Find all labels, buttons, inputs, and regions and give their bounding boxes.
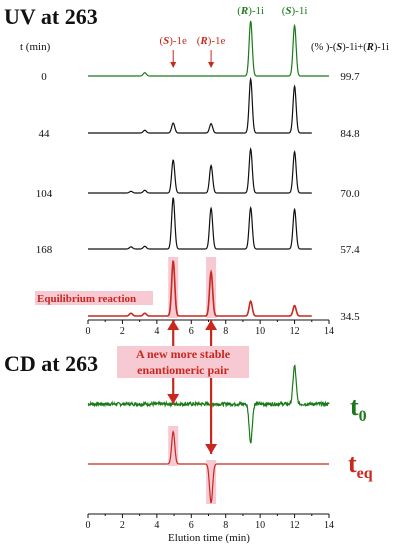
big-arrowhead: [167, 394, 180, 404]
percent-value: 70.0: [340, 188, 360, 200]
percent-column-label: (% )-(S)-1i+(R)-1i: [311, 42, 389, 53]
uv-trace-0: [88, 20, 329, 77]
axis-layer: 0 2 4 6 8 10 12 14 0 2 4 6 8 10 12 14: [86, 319, 334, 531]
x-tick-label: 10: [255, 520, 265, 531]
big-arrowhead: [205, 444, 218, 454]
percent-value: 34.5: [340, 311, 360, 323]
x-tick-label: 10: [255, 326, 265, 337]
uv-trace-1: [88, 76, 312, 134]
x-tick-label: 0: [86, 326, 91, 337]
x-tick-label: 12: [290, 326, 300, 337]
highlight-band: [206, 257, 217, 318]
cd-highlight: [168, 426, 179, 466]
peak-label: (R)-1e: [197, 35, 226, 47]
uv-header: UV at 263: [4, 4, 98, 29]
teq-label: teq: [348, 449, 373, 482]
big-arrowhead: [167, 320, 180, 330]
percent-value: 57.4: [340, 244, 360, 256]
new-pair-label-bg: [117, 346, 249, 378]
x-tick-label: 6: [189, 520, 194, 531]
percent-value: 99.7: [340, 71, 360, 83]
time-axis-label: t (min): [20, 41, 51, 53]
x-tick-label: 14: [324, 326, 334, 337]
percent-value: 84.8: [340, 128, 360, 140]
x-axis-title: Elution time (min): [168, 532, 250, 544]
x-tick-label: 2: [120, 326, 125, 337]
equilibrium-label: Equilibrium reaction: [37, 293, 136, 305]
x-tick-label: 2: [120, 520, 125, 531]
uv-trace-4: [88, 260, 312, 317]
cd-trace-teq: [88, 430, 329, 504]
time-label: 104: [36, 188, 53, 200]
x-tick-label: 14: [324, 520, 334, 531]
uv-trace-2: [88, 147, 312, 194]
x-tick-label: 0: [86, 520, 91, 531]
peak-label: (S)-1i: [282, 5, 308, 17]
peak-label: (S)-1e: [159, 35, 187, 47]
new-pair-line1: A new more stable: [136, 347, 231, 361]
x-tick-label: 8: [223, 326, 228, 337]
time-label: 0: [41, 71, 47, 83]
time-label: 168: [36, 244, 53, 256]
peak-label: (R)-1i: [237, 5, 264, 17]
x-tick-label: 4: [154, 520, 159, 531]
label-layer: UV at 263 t (min) (% )-(S)-1i+(R)-1i Equ…: [4, 4, 389, 544]
x-tick-label: 12: [290, 520, 300, 531]
x-tick-label: 4: [154, 326, 159, 337]
t0-label: t0: [350, 392, 367, 425]
background-layer: [35, 257, 249, 504]
cd-trace-t0: [87, 364, 330, 444]
peak-arrowhead: [170, 62, 177, 68]
highlight-band: [168, 257, 179, 318]
x-tick-label: 8: [223, 520, 228, 531]
time-label: 44: [39, 128, 51, 140]
trace-layer: [87, 20, 330, 504]
new-pair-line2: enantiomeric pair: [137, 363, 229, 377]
x-tick-label: 6: [189, 326, 194, 337]
big-arrowhead: [205, 320, 218, 330]
equilibrium-label-bg: [35, 291, 153, 305]
peak-arrowhead: [208, 62, 215, 68]
cd-header: CD at 263: [4, 351, 98, 376]
cd-highlight: [206, 460, 217, 504]
uv-trace-3: [88, 197, 312, 250]
